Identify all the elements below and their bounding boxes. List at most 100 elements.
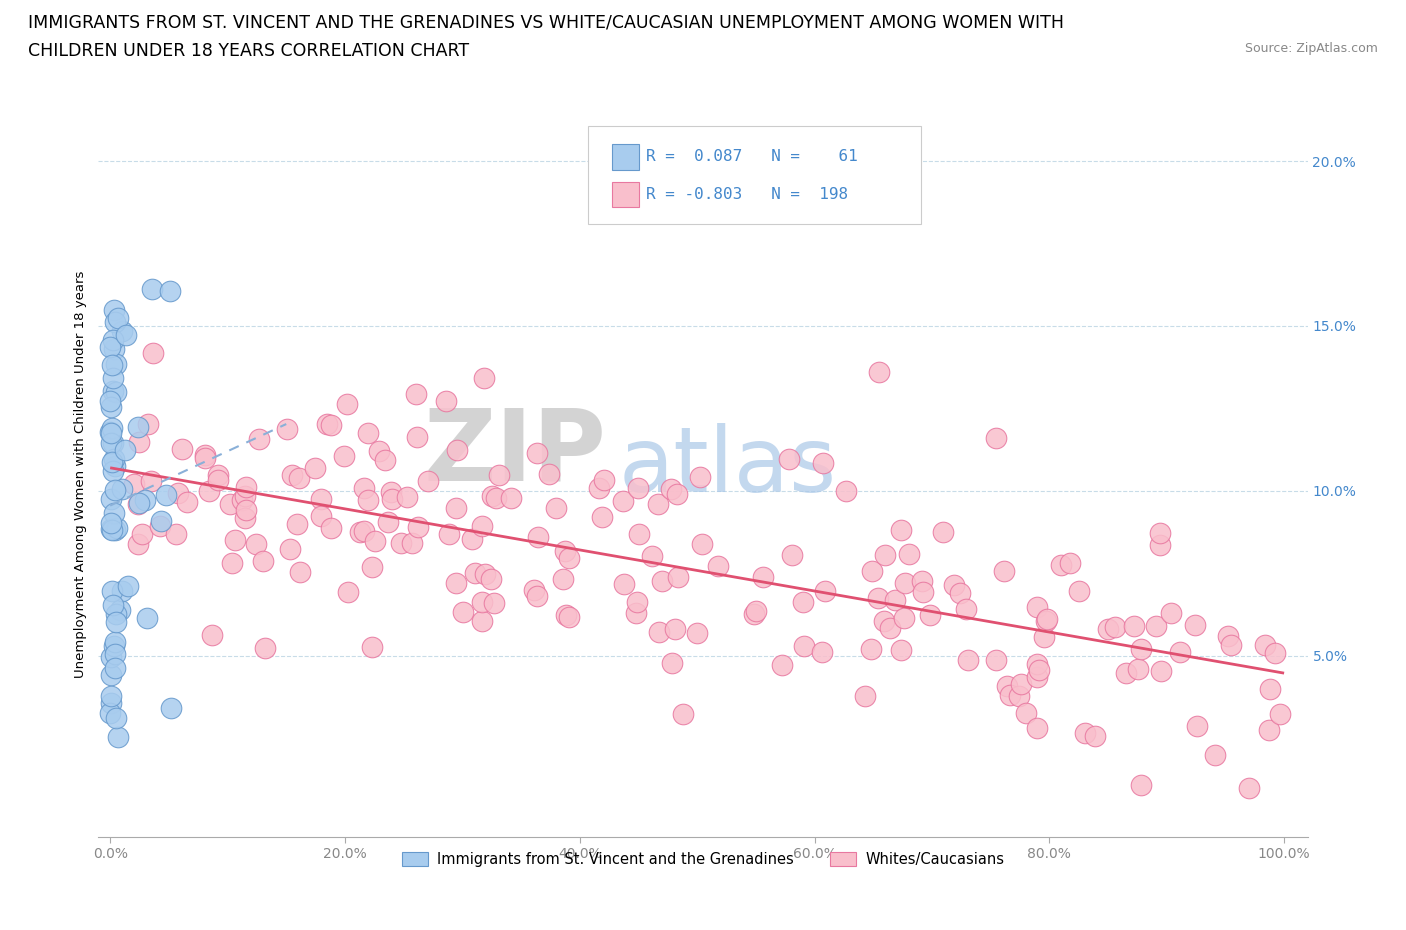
Point	[396, 490, 419, 505]
Point	[474, 566, 496, 581]
Point	[588, 481, 610, 496]
Point	[103, 371, 125, 386]
Point	[101, 333, 124, 348]
Point	[1237, 780, 1260, 795]
Point	[418, 473, 440, 488]
Point	[100, 696, 122, 711]
Point	[117, 578, 139, 593]
Point	[1025, 599, 1047, 614]
Point	[361, 559, 384, 574]
Text: Source: ZipAtlas.com: Source: ZipAtlas.com	[1244, 42, 1378, 55]
Point	[336, 396, 359, 411]
Point	[1074, 725, 1097, 740]
Point	[101, 454, 124, 469]
Point	[101, 598, 124, 613]
Point	[100, 516, 122, 531]
Point	[108, 603, 131, 618]
Point	[380, 485, 402, 499]
Point	[1067, 583, 1090, 598]
Point	[170, 442, 193, 457]
Point	[101, 523, 124, 538]
Point	[115, 327, 138, 342]
Point	[558, 551, 581, 565]
Text: atlas: atlas	[619, 423, 837, 512]
Point	[1008, 688, 1031, 703]
Point	[353, 524, 375, 538]
Point	[127, 497, 149, 512]
Point	[446, 500, 468, 515]
Point	[103, 302, 125, 317]
Point	[811, 456, 834, 471]
Point	[103, 451, 125, 466]
Point	[245, 537, 267, 551]
Point	[1264, 645, 1286, 660]
Point	[672, 707, 695, 722]
Point	[105, 384, 128, 399]
Point	[280, 468, 302, 483]
Point	[648, 625, 671, 640]
Point	[103, 639, 125, 654]
Text: IMMIGRANTS FROM ST. VINCENT AND THE GRENADINES VS WHITE/CAUCASIAN UNEMPLOYMENT A: IMMIGRANTS FROM ST. VINCENT AND THE GREN…	[28, 14, 1064, 32]
Point	[127, 419, 149, 434]
Point	[309, 492, 332, 507]
Point	[104, 606, 127, 621]
Point	[98, 393, 121, 408]
Point	[1028, 663, 1050, 678]
Point	[665, 486, 688, 501]
Point	[333, 448, 356, 463]
Point	[912, 584, 935, 599]
Point	[444, 576, 467, 591]
Point	[1084, 729, 1107, 744]
Point	[437, 527, 460, 542]
Point	[364, 534, 387, 549]
Point	[139, 473, 162, 488]
Point	[159, 701, 181, 716]
Point	[778, 452, 800, 467]
Point	[193, 447, 215, 462]
Point	[523, 582, 546, 597]
Point	[894, 576, 917, 591]
Point	[481, 571, 503, 586]
Point	[361, 639, 384, 654]
Point	[1204, 748, 1226, 763]
Point	[105, 615, 128, 630]
Point	[100, 491, 122, 506]
Point	[104, 523, 127, 538]
Point	[1257, 723, 1279, 737]
Point	[235, 502, 257, 517]
Point	[288, 565, 311, 579]
Point	[104, 661, 127, 676]
Point	[252, 553, 274, 568]
Point	[100, 649, 122, 664]
Point	[100, 522, 122, 537]
Bar	[613, 144, 638, 169]
Point	[879, 621, 901, 636]
Point	[770, 658, 793, 672]
Point	[349, 525, 371, 540]
Point	[1144, 618, 1167, 633]
Point	[100, 668, 122, 683]
Point	[1025, 721, 1047, 736]
Point	[647, 497, 669, 512]
Point	[1187, 719, 1209, 734]
Point	[1219, 638, 1241, 653]
Point	[406, 520, 429, 535]
Point	[401, 535, 423, 550]
Point	[103, 483, 125, 498]
Point	[141, 281, 163, 296]
Point	[472, 370, 495, 385]
FancyBboxPatch shape	[588, 126, 921, 224]
Point	[194, 450, 217, 465]
Point	[451, 604, 474, 619]
Point	[661, 655, 683, 670]
Point	[155, 488, 177, 503]
Point	[884, 592, 907, 607]
Point	[111, 482, 134, 497]
Point	[1184, 618, 1206, 632]
Point	[957, 653, 980, 668]
Point	[105, 711, 128, 725]
Point	[136, 611, 159, 626]
Point	[860, 564, 883, 578]
Point	[986, 431, 1008, 445]
Point	[103, 342, 125, 357]
